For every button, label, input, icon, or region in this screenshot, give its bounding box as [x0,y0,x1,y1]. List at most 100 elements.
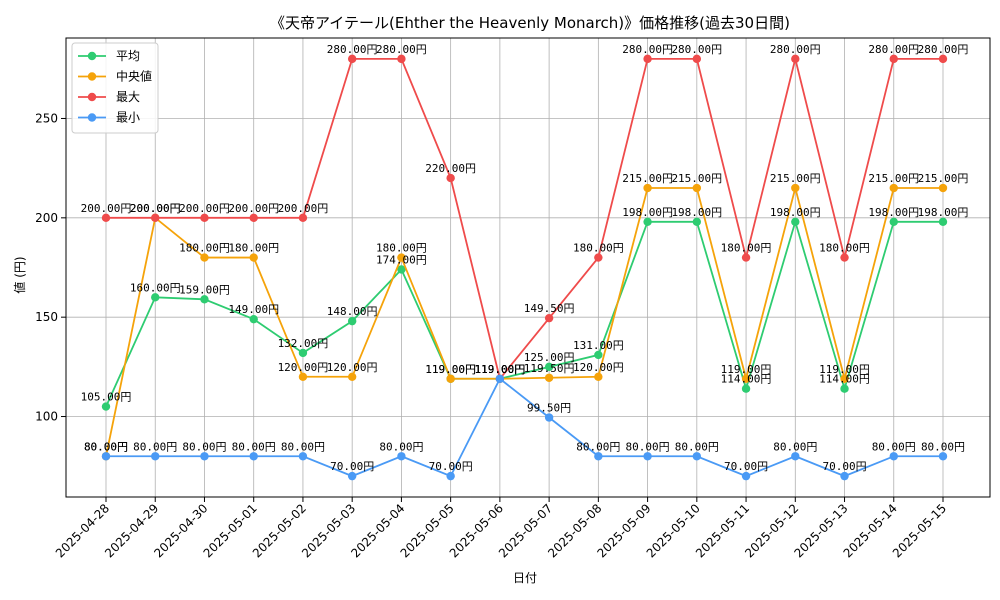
data-label: 70.00円 [724,460,768,473]
data-point [200,213,209,223]
data-label: 119.00円 [475,363,526,376]
data-label: 280.00円 [671,43,722,56]
legend-entry: 中央値 [116,69,152,84]
legend-marker [87,113,97,122]
data-label: 280.00円 [376,43,427,56]
data-point [594,350,603,360]
data-point [889,183,898,193]
data-point [791,217,800,226]
data-point [397,253,406,262]
x-axis-label: 日付 [513,571,537,585]
data-point [544,313,554,323]
y-axis-label: 値 (円) [12,256,27,293]
data-point [249,452,258,461]
data-label: 80.00円 [921,440,965,453]
data-label: 200.00円 [130,202,181,215]
series-line-2 [106,57,943,381]
data-label: 215.00円 [770,172,821,185]
series-line-1 [105,187,943,457]
data-point [889,54,898,64]
data-point [594,253,603,262]
legend-entry: 最小 [116,111,140,125]
data-label: 131.00円 [573,339,624,352]
data-point [889,217,898,226]
data-point [347,316,357,326]
data-label: 280.00円 [868,43,919,56]
data-label: 200.00円 [278,202,329,215]
data-label: 215.00円 [868,172,919,185]
data-label: 119.00円 [425,363,476,376]
data-label: 198.00円 [918,206,969,219]
data-point [643,217,652,226]
data-point [791,183,800,193]
data-label: 215.00円 [918,172,969,185]
data-label: 180.00円 [228,242,279,255]
chart-title: 《天帝アイテール(Ehther the Heavenly Monarch)》価格… [270,14,790,32]
y-tick-label: 100 [35,410,58,424]
data-label: 125.00円 [524,351,575,364]
data-point [692,54,702,64]
data-label: 70.00円 [429,460,473,473]
data-label: 198.00円 [770,206,821,219]
data-label: 80.00円 [281,440,325,453]
data-label: 70.00円 [330,460,374,473]
data-label: 80.00円 [379,440,423,453]
data-point [397,54,406,64]
data-point [446,471,455,481]
data-point [938,217,948,226]
data-label: 180.00円 [179,242,230,255]
data-label: 160.00円 [130,281,181,294]
data-label: 200.00円 [130,202,181,215]
legend-box [71,42,159,134]
data-label: 148.00円 [327,305,378,318]
data-label: 80.00円 [773,440,817,453]
data-label: 180.00円 [819,242,870,255]
data-point [446,374,455,383]
y-tick-label: 250 [35,111,58,125]
data-label: 120.00円 [278,361,329,374]
data-point [544,362,554,372]
data-point [840,471,849,481]
data-point [692,183,702,193]
data-point [938,54,948,64]
data-label: 119.00円 [475,363,526,376]
data-point [594,452,603,461]
data-point [249,314,258,324]
data-point [151,213,160,223]
data-label: 80.00円 [675,440,719,453]
data-point [249,213,258,223]
data-point [249,253,258,262]
data-point [741,374,751,383]
data-label: 215.00円 [671,172,722,185]
data-label: 99.50円 [527,402,571,415]
data-label: 280.00円 [622,43,673,56]
data-point [741,384,751,393]
legend-marker [87,92,97,102]
data-label: 149.00円 [228,303,279,316]
data-label: 80.00円 [872,440,916,453]
data-point [594,372,603,381]
data-label: 120.00円 [327,361,378,374]
data-label: 119.00円 [475,363,526,376]
data-point [347,54,357,64]
data-point [741,253,751,262]
data-point [200,452,209,461]
data-label: 80.00円 [182,440,226,453]
data-label: 105.00円 [81,391,132,404]
legend-entry: 最大 [116,90,140,104]
data-point [643,54,652,64]
data-point [692,217,702,226]
axes: 2025-04-282025-04-292025-04-302025-05-01… [35,37,991,560]
data-label: 80.00円 [626,440,670,453]
data-point [347,372,357,381]
data-label: 198.00円 [622,206,673,219]
y-tick-label: 150 [35,310,58,324]
series-layer [101,54,948,481]
data-label: 280.00円 [770,43,821,56]
data-label: 119.00円 [819,363,870,376]
data-label: 280.00円 [918,43,969,56]
data-label: 132.00円 [278,337,329,350]
data-point [840,384,849,393]
data-label: 159.00円 [179,283,230,296]
